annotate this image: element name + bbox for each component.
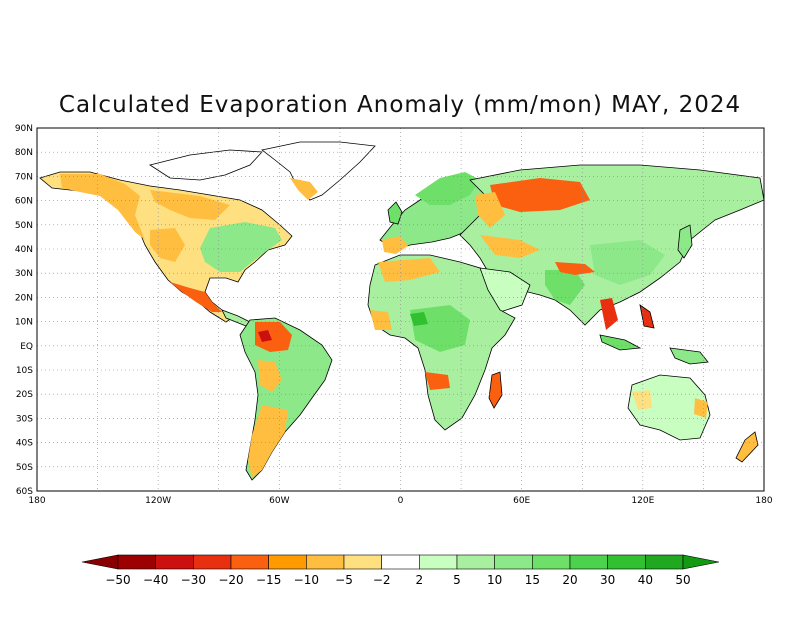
new-guinea-land <box>669 347 709 365</box>
colorbar-swatch <box>343 554 382 570</box>
colorbar-label: 5 <box>453 573 461 587</box>
greenland-coast <box>290 178 318 200</box>
latitude-label: 30N <box>15 269 33 279</box>
eastern-us-region <box>200 222 282 272</box>
latitude-label: 10S <box>16 366 33 376</box>
latitude-label: 80N <box>15 148 33 158</box>
amazon-core <box>258 330 272 342</box>
longitude-label: 120E <box>631 496 654 506</box>
land-layer <box>39 141 764 481</box>
colorbar-swatch <box>494 554 533 570</box>
colorbar-label: 15 <box>525 573 540 587</box>
page-title: Calculated Evaporation Anomaly (mm/mon) … <box>58 92 742 118</box>
new-zealand-land <box>735 431 759 463</box>
west-africa-dry <box>370 310 392 330</box>
colorbar-label: 20 <box>562 573 577 587</box>
latitude-label: EQ <box>20 342 33 352</box>
greenland-land <box>261 141 376 201</box>
colorbar-label: −2 <box>373 573 391 587</box>
amazon-region <box>255 322 292 352</box>
latitude-label: 20S <box>16 390 33 400</box>
congo-core <box>410 312 428 326</box>
uk-land <box>387 201 403 225</box>
scandinavia-region <box>415 172 480 205</box>
latitude-label: 40N <box>15 245 33 255</box>
colorbar-label: −20 <box>218 573 243 587</box>
colorbar-swatch <box>532 554 571 570</box>
indonesia-land <box>599 334 642 351</box>
colorbar-swatch <box>456 554 495 570</box>
angola-dry <box>425 372 450 390</box>
latitude-label: 50S <box>16 463 33 473</box>
india-region <box>545 270 585 305</box>
alaska-region <box>60 174 145 240</box>
china-region <box>590 240 665 285</box>
colorbar-label: 40 <box>638 573 653 587</box>
russia-anomaly <box>490 178 590 212</box>
sahara-north-region <box>378 258 440 282</box>
colorbar-label: −5 <box>335 573 353 587</box>
latitude-label: 10N <box>15 318 33 328</box>
latitude-label: 20N <box>15 293 33 303</box>
colorbar-swatch <box>419 554 458 570</box>
patagonia-region <box>248 405 288 478</box>
colorbar-label: −40 <box>143 573 168 587</box>
arctic-islands <box>149 149 263 181</box>
latitude-label: 50N <box>15 221 33 231</box>
colorbar-swatch <box>155 554 194 570</box>
colorbar-label: 50 <box>675 573 690 587</box>
latitude-label: 90N <box>15 124 33 134</box>
australia-east-dry <box>694 398 708 418</box>
colorbar-swatch <box>268 554 307 570</box>
colorbar-label: −50 <box>105 573 130 587</box>
longitude-label: 180 <box>755 496 772 506</box>
latitude-label: 30S <box>16 414 33 424</box>
colorbar-label: 2 <box>416 573 424 587</box>
longitude-label: 60E <box>513 496 530 506</box>
latitude-label: 60S <box>16 487 33 497</box>
colorbar-high-arrow <box>682 554 720 570</box>
longitude-label: 60W <box>269 496 289 506</box>
philippines-land <box>639 304 655 329</box>
mexico-region <box>170 282 222 312</box>
longitude-labels: 180 120W 60W 0 60E 120E 180 <box>28 496 772 506</box>
colorbar: −50 −40 −30 −20 −15 −10 −5 −2 2 5 10 15 20 30 40 50 <box>81 554 720 587</box>
western-us-dry <box>150 228 185 262</box>
himalaya-dry <box>555 262 595 275</box>
japan-land <box>677 224 693 259</box>
latitude-label: 40S <box>16 439 33 449</box>
colorbar-swatch <box>607 554 646 570</box>
australia-west-dry <box>632 390 652 410</box>
colorbar-swatch <box>569 554 608 570</box>
central-asia-dry <box>480 235 540 258</box>
latitude-label: 70N <box>15 172 33 182</box>
colorbar-label: −30 <box>181 573 206 587</box>
russia-core <box>475 192 505 228</box>
longitude-label: 180 <box>28 496 45 506</box>
colorbar-label: −10 <box>294 573 319 587</box>
southeast-asia-region <box>600 298 618 330</box>
colorbar-swatch <box>381 554 420 570</box>
colorbar-swatch <box>306 554 345 570</box>
iberia-region <box>382 236 408 254</box>
longitude-label: 120W <box>145 496 171 506</box>
longitude-label: 0 <box>398 496 404 506</box>
latitude-labels: 90N 80N 70N 60N 50N 40N 30N 20N 10N EQ 10S 20S 30S 40… <box>15 124 33 497</box>
canada-region <box>150 190 230 220</box>
colorbar-swatch <box>193 554 232 570</box>
colorbar-low-arrow <box>81 554 119 570</box>
colorbar-label: 10 <box>487 573 502 587</box>
colorbar-label: −15 <box>256 573 281 587</box>
colorbar-swatch <box>230 554 269 570</box>
bolivia-region <box>258 360 282 392</box>
colorbar-swatch <box>117 554 156 570</box>
latitude-label: 60N <box>15 197 33 207</box>
colorbar-label: 30 <box>600 573 615 587</box>
gridlines <box>37 128 764 491</box>
map-frame <box>36 127 765 492</box>
colorbar-swatch <box>645 554 684 570</box>
